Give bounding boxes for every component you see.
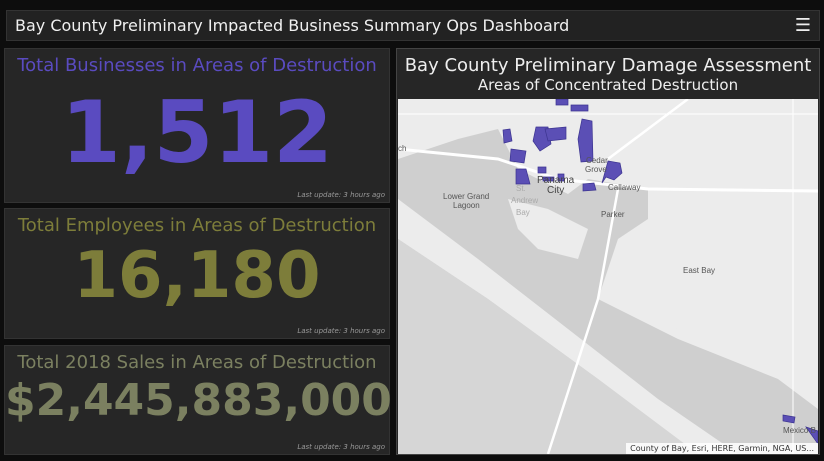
dashboard-header: Bay County Preliminary Impacted Business… [6,10,820,41]
indicator-title: Total Employees in Areas of Destruction [17,215,377,236]
last-update: Last update: 3 hours ago [297,443,385,451]
map-attribution[interactable]: County of Bay, Esri, HERE, Garmin, NGA, … [626,443,818,454]
svg-text:St.: St. [516,184,526,193]
indicator-total-businesses: Total Businesses in Areas of Destruction… [4,48,390,203]
svg-text:Mexico B: Mexico B [783,426,816,435]
dashboard-title: Bay County Preliminary Impacted Business… [15,16,570,35]
map-subtitle: Areas of Concentrated Destruction [477,76,739,94]
svg-text:Andrew: Andrew [511,196,538,205]
hamburger-icon[interactable]: ☰ [794,15,811,36]
indicator-title: Total Businesses in Areas of Destruction [17,55,377,76]
svg-text:East Bay: East Bay [683,266,715,275]
svg-text:ch: ch [398,144,406,153]
svg-text:Cedar: Cedar [586,156,608,165]
svg-text:City: City [547,185,564,196]
last-update: Last update: 3 hours ago [297,327,385,335]
map-title: Bay County Preliminary Damage Assessment [404,55,812,76]
svg-text:Grove: Grove [585,165,607,174]
indicator-value: 1,512 [60,83,334,183]
map-view[interactable]: Lower Grand Lagoon St. Andrew Bay Panama… [398,99,818,454]
indicator-total-employees: Total Employees in Areas of Destruction … [4,208,390,339]
map-label: Lower Grand [443,192,489,201]
map-label: Lagoon [453,201,480,210]
svg-text:Parker: Parker [601,210,625,219]
indicator-value: $2,445,883,000 [5,375,392,426]
indicator-total-sales: Total 2018 Sales in Areas of Destruction… [4,345,392,455]
destruction-polygons [502,99,818,445]
indicator-value: 16,180 [73,239,321,313]
damage-assessment-map-panel: Bay County Preliminary Damage Assessment… [396,48,820,455]
svg-text:Bay: Bay [516,208,530,217]
svg-text:Callaway: Callaway [608,183,640,192]
svg-text:Panama: Panama [537,175,575,186]
indicator-title: Total 2018 Sales in Areas of Destruction [17,352,377,373]
last-update: Last update: 3 hours ago [297,191,385,199]
